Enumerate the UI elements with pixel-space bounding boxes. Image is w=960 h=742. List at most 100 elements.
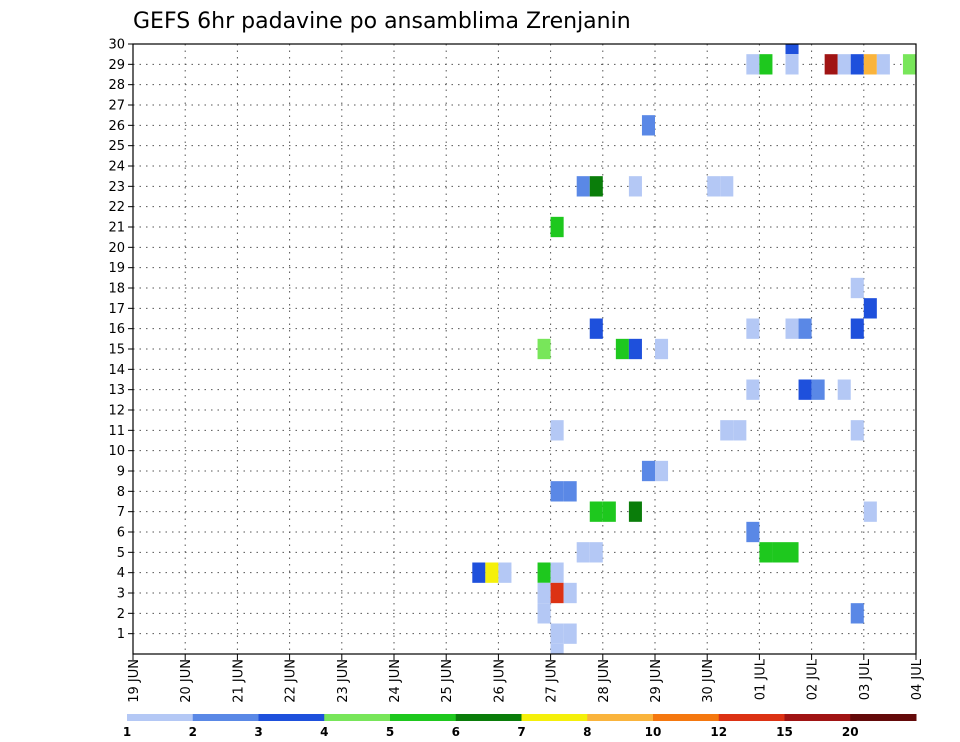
x-tick-label: 20 JUN — [179, 659, 194, 703]
colorbar-segment — [653, 714, 720, 721]
colorbar: 1 2 3 4 5 6 7 8 10 12 15 20 — [123, 714, 917, 739]
y-tick-label: 14 — [108, 363, 125, 378]
x-tick-label: 03 JUL — [858, 658, 873, 700]
y-tick-label: 16 — [108, 322, 125, 337]
precip-cell — [472, 562, 486, 583]
y-tick-label: 3 — [117, 587, 125, 602]
colorbar-label: 4 — [320, 725, 328, 739]
precip-cell — [589, 542, 603, 563]
y-tick-label: 19 — [108, 261, 125, 276]
x-tick-label: 24 JUN — [388, 659, 403, 703]
x-tick-label: 04 JUL — [910, 658, 925, 700]
y-tick-label: 8 — [117, 485, 125, 500]
y-tick-label: 24 — [108, 160, 125, 175]
colorbar-label: 7 — [517, 725, 525, 739]
colorbar-label: 15 — [776, 725, 793, 739]
precip-cell — [655, 460, 669, 482]
y-tick-label: 27 — [108, 99, 125, 114]
precip-cell — [537, 562, 551, 583]
y-tick-label: 6 — [117, 526, 125, 541]
y-tick-label: 18 — [108, 282, 125, 297]
colorbar-label: 3 — [254, 725, 262, 739]
y-tick-label: 2 — [117, 607, 125, 622]
precip-cell — [485, 562, 499, 583]
x-tick-label: 02 JUL — [806, 658, 821, 700]
precip-cell — [563, 481, 577, 502]
colorbar-label: 8 — [583, 725, 591, 739]
precip-cell — [850, 603, 864, 624]
precip-cell — [837, 54, 851, 75]
precip-cell — [550, 216, 564, 238]
x-axis-ticks: 19 JUN 20 JUN 21 JUN 22 JUN 23 JUN 24 JUN 25 J… — [127, 654, 925, 703]
colorbar-label: 6 — [452, 725, 460, 739]
precip-cell — [707, 176, 721, 197]
precip-cell — [563, 582, 577, 604]
precip-cell — [785, 44, 799, 55]
precip-cell — [785, 542, 799, 563]
colorbar-segment — [521, 714, 588, 721]
precip-cell — [772, 542, 786, 563]
x-tick-label: 25 JUN — [440, 659, 455, 703]
data-cells — [472, 44, 916, 654]
precip-cell — [863, 501, 877, 522]
precip-cell — [733, 420, 747, 441]
y-tick-label: 4 — [117, 566, 125, 581]
precip-cell — [798, 318, 812, 339]
precip-cell — [628, 501, 642, 522]
y-tick-label: 29 — [108, 58, 125, 73]
precip-cell — [550, 582, 564, 604]
colorbar-label: 12 — [710, 725, 727, 739]
y-tick-label: 10 — [108, 444, 125, 459]
precip-cell — [550, 623, 564, 644]
colorbar-label: 2 — [189, 725, 197, 739]
y-axis-ticks: 1234567891011121314151617181920212223242… — [108, 38, 133, 642]
colorbar-segment — [127, 714, 194, 721]
precip-cell — [576, 542, 590, 563]
y-tick-label: 15 — [108, 343, 125, 358]
precip-cell — [498, 562, 512, 583]
y-tick-label: 5 — [117, 546, 125, 561]
precip-cell — [550, 643, 564, 654]
precip-cell — [746, 521, 760, 543]
precip-cell — [876, 54, 890, 75]
x-tick-label: 22 JUN — [284, 659, 299, 703]
precip-cell — [537, 603, 551, 624]
y-tick-label: 7 — [117, 505, 125, 520]
precip-cell — [589, 176, 603, 197]
x-tick-label: 21 JUN — [231, 659, 246, 703]
colorbar-label: 20 — [842, 725, 859, 739]
precip-cell — [863, 54, 877, 75]
x-tick-label: 01 JUL — [753, 658, 768, 700]
precip-cell — [655, 338, 669, 360]
colorbar-segment — [784, 714, 851, 721]
grid — [132, 43, 917, 654]
y-tick-label: 20 — [108, 241, 125, 256]
colorbar-segment — [455, 714, 522, 721]
x-tick-label: 19 JUN — [127, 659, 142, 703]
colorbar-label: 10 — [645, 725, 662, 739]
colorbar-label: 5 — [386, 725, 394, 739]
y-tick-label: 30 — [108, 38, 125, 53]
precip-cell — [746, 318, 760, 339]
precip-cell — [641, 460, 655, 482]
y-tick-label: 22 — [108, 200, 125, 215]
precip-cell — [589, 318, 603, 339]
precip-cell — [759, 542, 773, 563]
colorbar-segment — [324, 714, 391, 721]
precip-cell — [785, 54, 799, 75]
precip-cell — [537, 338, 551, 360]
precip-cell — [550, 562, 564, 583]
colorbar-segment — [587, 714, 654, 721]
precip-cell — [863, 298, 877, 319]
precip-cell — [759, 54, 773, 75]
precip-cell — [550, 481, 564, 502]
precip-cell — [785, 318, 799, 339]
colorbar-label: 1 — [123, 725, 131, 739]
precip-cell — [550, 420, 564, 441]
colorbar-segment — [718, 714, 785, 721]
y-tick-label: 13 — [108, 383, 125, 398]
precip-cell — [837, 379, 851, 400]
precip-cell — [537, 582, 551, 604]
y-tick-label: 11 — [108, 424, 125, 439]
